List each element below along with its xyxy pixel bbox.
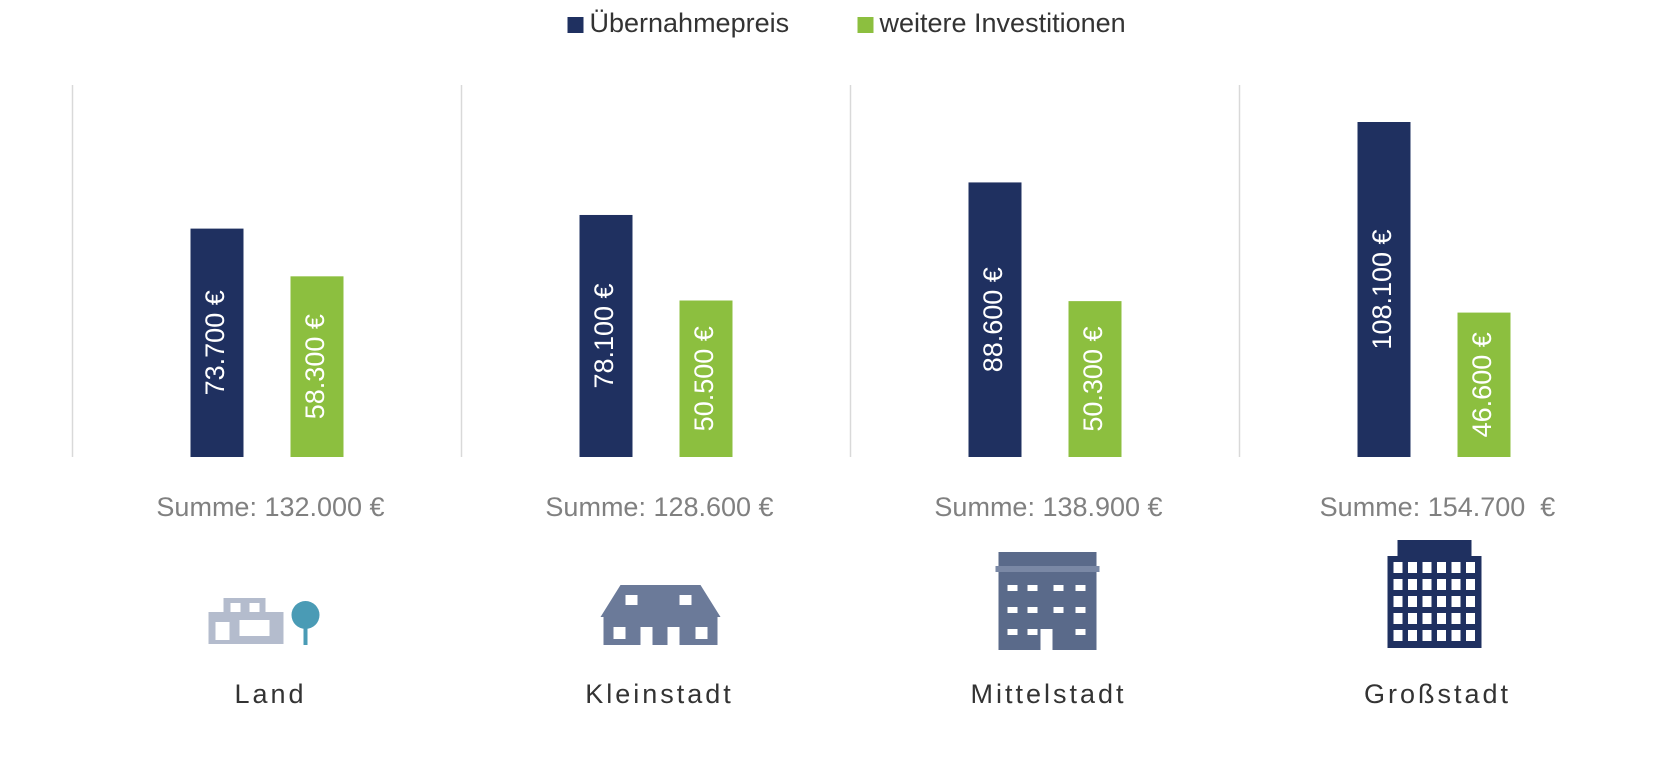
sum-label: Summe: 154.700 € <box>1320 492 1556 522</box>
bar <box>1357 122 1411 457</box>
bar-value-label: 50.300 € <box>1078 327 1108 432</box>
bar-value-label: 46.600 € <box>1467 332 1497 437</box>
legend-swatch <box>857 17 874 33</box>
bar <box>1068 301 1122 457</box>
category-label: Großstadt <box>1364 679 1511 709</box>
icon-mittelstadt <box>995 552 1100 650</box>
bar-value-label: 108.100 € <box>1367 229 1397 349</box>
bar-value-label: 78.100 € <box>589 283 619 388</box>
category-label: Mittelstadt <box>970 679 1126 709</box>
legend-swatch <box>567 17 584 33</box>
bar <box>290 276 344 457</box>
icon-grossstadt <box>1387 540 1482 648</box>
bar-value-label: 50.500 € <box>689 326 719 431</box>
bar <box>1457 312 1511 457</box>
bar <box>968 182 1022 457</box>
bar-value-label: 73.700 € <box>200 290 230 395</box>
legend-label: Übernahmepreis <box>590 8 790 38</box>
category-label: Kleinstadt <box>585 679 734 709</box>
legend-label: weitere Investitionen <box>879 8 1126 38</box>
icon-kleinstadt <box>600 585 721 645</box>
category-label: Land <box>234 679 306 709</box>
bar-value-label: 88.600 € <box>978 267 1008 372</box>
icon-land <box>208 598 320 645</box>
bar <box>579 214 633 457</box>
bar-value-label: 58.300 € <box>300 314 330 419</box>
sum-label: Summe: 132.000 € <box>156 492 384 522</box>
bar <box>190 228 244 457</box>
bar <box>679 300 733 457</box>
sum-label: Summe: 128.600 € <box>545 492 773 522</box>
sum-label: Summe: 138.900 € <box>934 492 1162 522</box>
